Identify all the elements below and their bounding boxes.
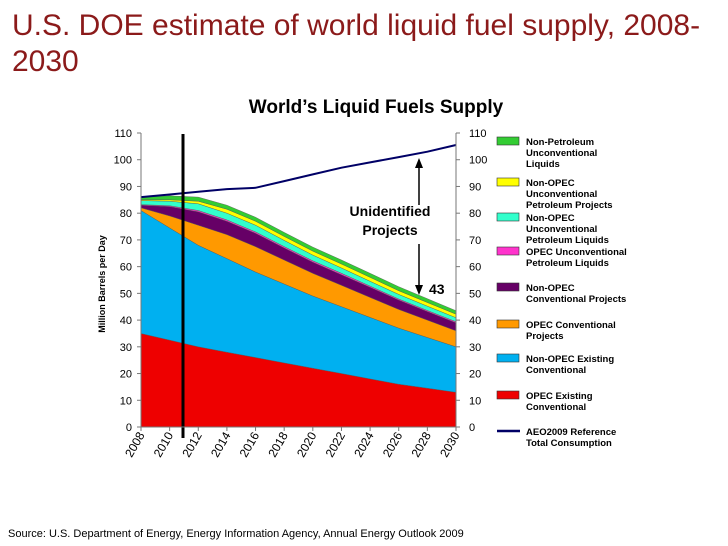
x-tick-label: 2018 xyxy=(265,429,291,459)
legend-label: Conventional Projects xyxy=(526,294,626,305)
legend-label: Unconventional xyxy=(526,148,597,159)
x-tick-label: 2022 xyxy=(323,429,349,459)
legend-swatch xyxy=(496,353,520,363)
legend-label: AEO2009 Reference xyxy=(526,427,616,438)
y-tick-label-right: 110 xyxy=(469,128,487,140)
legend-label: Petroleum Liquids xyxy=(526,235,609,246)
legend-label: Conventional xyxy=(526,402,586,413)
y-tick-label-right: 30 xyxy=(469,342,481,354)
legend-swatch xyxy=(496,282,520,292)
y-tick-label-left: 70 xyxy=(120,235,132,247)
legend-label: OPEC Existing xyxy=(526,391,593,402)
y-tick-label-right: 90 xyxy=(469,181,481,193)
x-tick-label: 2016 xyxy=(237,429,263,459)
y-tick-label-left: 40 xyxy=(120,315,132,327)
y-tick-label-left: 10 xyxy=(120,395,132,407)
legend-label: Conventional xyxy=(526,365,586,376)
x-tick-label: 2024 xyxy=(351,429,377,459)
legend-swatch xyxy=(496,212,520,222)
legend-label: Non-OPEC xyxy=(526,178,575,189)
y-tick-label-left: 100 xyxy=(114,155,132,167)
legend-swatch xyxy=(496,246,520,256)
x-tick-label: 2014 xyxy=(208,429,234,459)
legend-label: Petroleum Projects xyxy=(526,200,613,211)
annotation-arrow-down-head xyxy=(415,285,423,295)
area-series-group xyxy=(140,195,457,428)
legend-swatch xyxy=(496,136,520,146)
y-tick-label-left: 30 xyxy=(120,342,132,354)
annotation-label-line2: Projects xyxy=(362,222,417,238)
legend-swatch xyxy=(496,177,520,187)
legend-label: OPEC Conventional xyxy=(526,320,616,331)
annotation-arrow-up-head xyxy=(415,158,423,168)
consumption-line-group xyxy=(140,144,457,199)
legend-swatch xyxy=(496,319,520,329)
y-tick-label-right: 0 xyxy=(469,422,475,434)
legend-label: OPEC Unconventional xyxy=(526,247,627,258)
x-tick-label: 2020 xyxy=(294,429,320,459)
y-tick-label-left: 20 xyxy=(120,369,132,381)
legend-label: Non-OPEC Existing xyxy=(526,354,614,365)
legend-label: Projects xyxy=(526,331,564,342)
y-tick-label-left: 110 xyxy=(114,128,132,140)
x-tick-label: 2026 xyxy=(380,429,406,459)
y-tick-label-right: 50 xyxy=(469,288,481,300)
y-tick-label-right: 10 xyxy=(469,395,481,407)
y-tick-label-left: 90 xyxy=(120,181,132,193)
x-tick-label: 2010 xyxy=(151,429,177,459)
legend-label: Unconventional xyxy=(526,224,597,235)
unidentified-projects-annotation: Unidentified Projects 43 xyxy=(350,158,445,297)
slide-title: U.S. DOE estimate of world liquid fuel s… xyxy=(12,9,701,78)
legend-label: Non-OPEC xyxy=(526,283,575,294)
y-tick-label-right: 100 xyxy=(469,155,487,167)
x-tick-label: 2030 xyxy=(437,429,463,459)
source-note: Source: U.S. Department of Energy, Energ… xyxy=(8,528,464,540)
y-axis-label: Million Barrels per Day xyxy=(97,235,107,333)
x-tick-label: 2028 xyxy=(408,429,434,459)
y-tick-label-left: 50 xyxy=(120,288,132,300)
legend-label: Total Consumption xyxy=(526,438,612,449)
y-tick-label-left: 0 xyxy=(126,422,132,434)
legend-swatch xyxy=(496,390,520,400)
legend-label: Non-Petroleum xyxy=(526,137,594,148)
y-tick-label-right: 70 xyxy=(469,235,481,247)
chart-title: World’s Liquid Fuels Supply xyxy=(249,97,504,118)
y-tick-label-right: 20 xyxy=(469,369,481,381)
y-tick-label-right: 40 xyxy=(469,315,481,327)
y-tick-label-right: 60 xyxy=(469,262,481,274)
y-tick-label-left: 60 xyxy=(120,262,132,274)
legend-label: Liquids xyxy=(526,159,560,170)
y-tick-label-left: 80 xyxy=(120,208,132,220)
annotation-label-line1: Unidentified xyxy=(350,203,431,219)
legend-label: Non-OPEC xyxy=(526,213,575,224)
legend-label: Unconventional xyxy=(526,189,597,200)
line-aeo2009-reference-total-consumption xyxy=(140,144,457,199)
legend-label: Petroleum Liquids xyxy=(526,258,609,269)
legend: Non-PetroleumUnconventionalLiquidsNon-OP… xyxy=(496,136,627,449)
y-tick-label-right: 80 xyxy=(469,208,481,220)
annotation-value-label: 43 xyxy=(429,281,445,297)
